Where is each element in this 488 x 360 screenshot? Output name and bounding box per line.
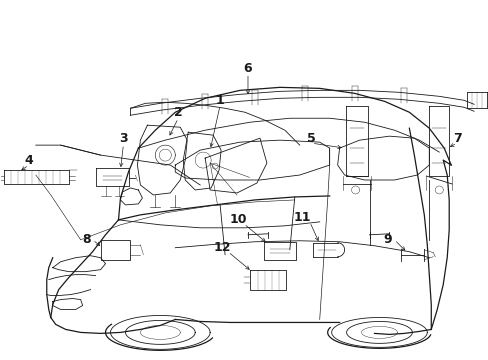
Text: 3: 3 <box>119 132 127 145</box>
Text: 11: 11 <box>293 211 311 224</box>
Text: 5: 5 <box>307 132 315 145</box>
Text: 8: 8 <box>82 233 91 246</box>
Text: 6: 6 <box>243 62 252 75</box>
Text: 7: 7 <box>452 132 461 145</box>
Text: 1: 1 <box>215 94 224 107</box>
Text: 4: 4 <box>24 154 33 167</box>
Text: 9: 9 <box>383 233 391 246</box>
Text: 10: 10 <box>229 213 246 226</box>
Text: 2: 2 <box>174 106 182 119</box>
Text: 12: 12 <box>213 241 230 254</box>
